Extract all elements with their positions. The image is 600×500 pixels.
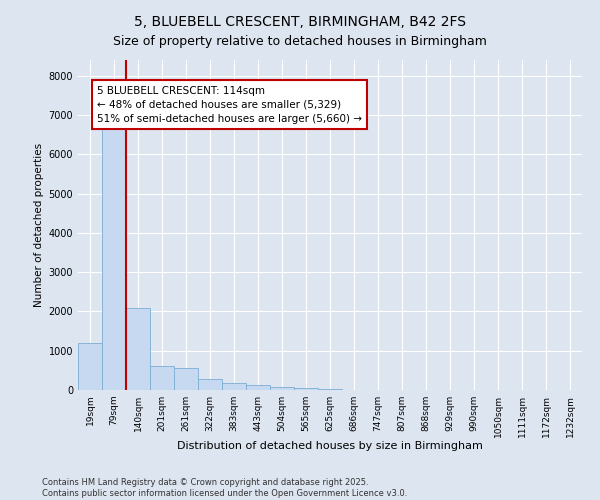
Bar [270, 387, 294, 390]
Bar [198, 378, 222, 390]
Bar [78, 343, 102, 390]
Text: 5, BLUEBELL CRESCENT, BIRMINGHAM, B42 2FS: 5, BLUEBELL CRESCENT, BIRMINGHAM, B42 2F… [134, 15, 466, 29]
Bar [222, 382, 246, 390]
Bar [126, 308, 150, 390]
Y-axis label: Number of detached properties: Number of detached properties [34, 143, 44, 307]
Bar [318, 389, 342, 390]
Bar [150, 366, 174, 390]
Text: 5 BLUEBELL CRESCENT: 114sqm
← 48% of detached houses are smaller (5,329)
51% of : 5 BLUEBELL CRESCENT: 114sqm ← 48% of det… [97, 86, 362, 124]
Text: Contains HM Land Registry data © Crown copyright and database right 2025.
Contai: Contains HM Land Registry data © Crown c… [42, 478, 407, 498]
Bar [294, 388, 318, 390]
X-axis label: Distribution of detached houses by size in Birmingham: Distribution of detached houses by size … [177, 441, 483, 451]
Bar [174, 368, 198, 390]
Bar [102, 127, 126, 390]
Text: Size of property relative to detached houses in Birmingham: Size of property relative to detached ho… [113, 35, 487, 48]
Bar [246, 386, 270, 390]
